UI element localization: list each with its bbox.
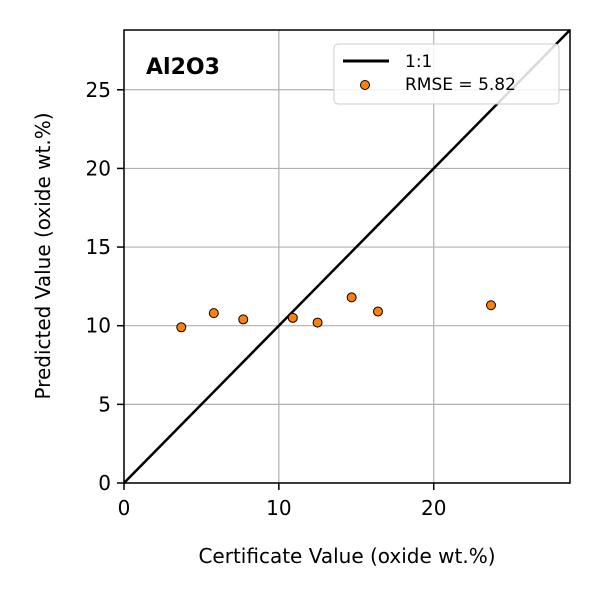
y-tick-label: 0	[98, 471, 111, 495]
y-tick-label: 25	[86, 78, 111, 102]
x-axis-ticks: 0 10 20	[118, 483, 446, 520]
legend-points-label: RMSE = 5.82	[405, 75, 516, 95]
y-tick-label: 10	[86, 314, 111, 338]
data-points	[176, 292, 497, 333]
legend-point-swatch	[360, 80, 370, 90]
data-point	[238, 314, 249, 325]
legend-line-label: 1:1	[405, 52, 432, 72]
legend: 1:1 RMSE = 5.82	[333, 43, 560, 105]
x-tick-label: 10	[266, 496, 291, 520]
y-axis-label: Predicted Value (oxide wt.%)	[31, 112, 55, 399]
data-point	[287, 312, 298, 323]
one-to-one-line	[123, 29, 571, 484]
y-axis-ticks: 0 5 10 15 20 25	[86, 78, 124, 495]
x-tick-label: 20	[421, 496, 446, 520]
plot-frame	[123, 29, 571, 484]
data-point	[312, 317, 323, 328]
y-tick-label: 5	[98, 392, 111, 416]
x-axis-label: Certificate Value (oxide wt.%)	[198, 544, 495, 568]
y-tick-label: 20	[86, 156, 111, 180]
data-point	[372, 306, 383, 317]
y-tick-label: 15	[86, 235, 111, 259]
panel-label: Al2O3	[146, 55, 220, 80]
data-point	[208, 308, 219, 319]
data-point	[176, 322, 187, 333]
one-to-one-reference-line	[123, 29, 571, 484]
x-tick-label: 0	[118, 496, 131, 520]
data-point	[486, 300, 497, 311]
legend-box	[333, 43, 560, 105]
data-point	[346, 292, 357, 303]
